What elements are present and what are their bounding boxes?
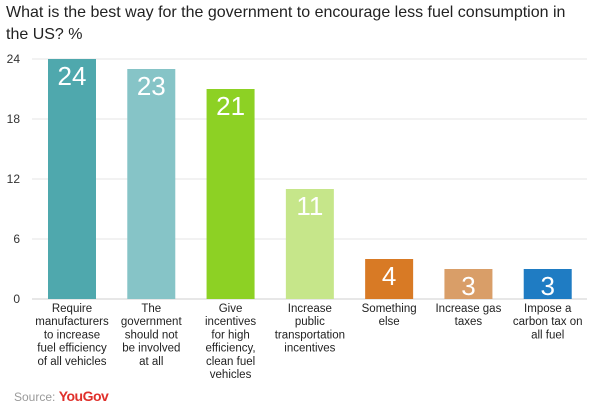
- category-label: Increase public transportation incentives: [275, 303, 345, 355]
- data-label: 21: [216, 91, 245, 121]
- yougov-logo[interactable]: YouGov: [58, 388, 109, 404]
- bar: [285, 189, 334, 299]
- y-tick-label: 6: [13, 232, 20, 246]
- y-tick-label: 18: [7, 112, 21, 126]
- data-label: 3: [540, 271, 554, 301]
- category-label: Increase gas taxes: [435, 303, 501, 328]
- category-label: The government should not be involved at all: [121, 303, 183, 368]
- data-label: 23: [137, 71, 166, 101]
- y-axis-ticks: 0 6 12 18 24: [7, 52, 21, 306]
- bar: [444, 269, 493, 299]
- bar: [365, 259, 414, 299]
- chart-title: What is the best way for the government …: [6, 4, 566, 43]
- y-tick-label: 12: [7, 172, 21, 186]
- data-label: 11: [296, 191, 323, 221]
- data-label: 3: [461, 271, 475, 301]
- bar-chart: 0 6 12 18 24 24 23 21 11 4 3 3 Require manufacturer…: [7, 52, 587, 381]
- source-label: Source:: [14, 390, 56, 404]
- data-label: 4: [382, 261, 396, 291]
- data-label: 24: [58, 61, 87, 91]
- source-line: Source: YouGov: [14, 388, 109, 404]
- value-labels: 24 23 21 11 4 3 3: [58, 61, 555, 301]
- bar: [523, 269, 572, 299]
- category-label: Give incentives for high efficiency, clean f…: [205, 303, 256, 381]
- bar: [48, 59, 96, 299]
- y-tick-label: 24: [7, 52, 21, 66]
- y-tick-label: 0: [13, 292, 20, 306]
- category-label: Something else: [362, 303, 417, 328]
- bar: [127, 69, 176, 299]
- bars: [48, 59, 572, 299]
- bar: [206, 89, 255, 299]
- category-labels: Require manufacturers to increase fuel effi…: [35, 303, 582, 381]
- category-label: Require manufacturers to increase fuel effi…: [35, 303, 109, 368]
- category-label: Impose a carbon tax on all fuel: [513, 303, 583, 341]
